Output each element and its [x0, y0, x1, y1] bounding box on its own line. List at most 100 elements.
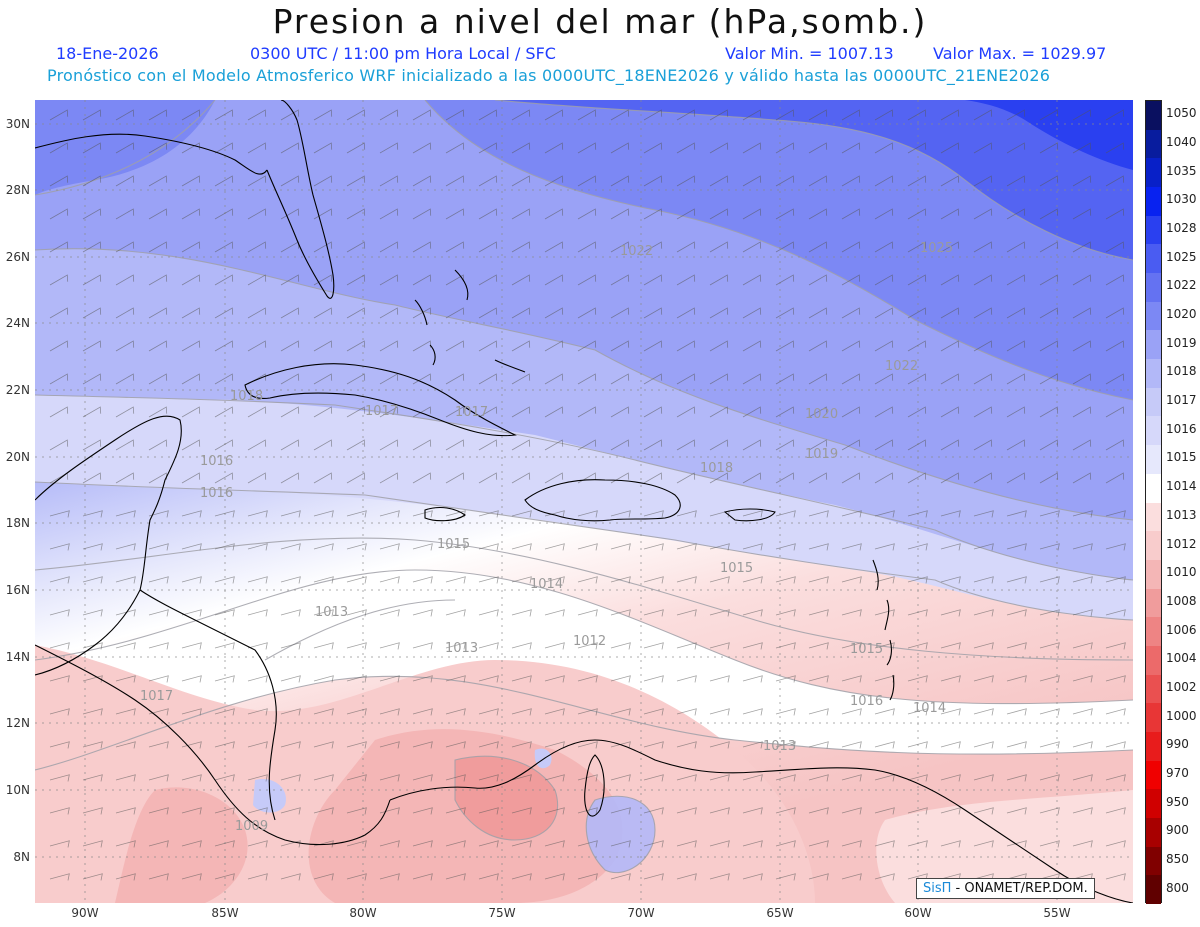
wind-barb: [940, 510, 961, 518]
wind-barb: [544, 340, 564, 352]
wind-barb: [841, 340, 861, 352]
contour-label: 1025: [920, 241, 953, 256]
wind-barb: [148, 708, 169, 716]
wind-barb: [940, 741, 961, 749]
wind-barb: [676, 576, 697, 584]
colorbar-segment: [1146, 273, 1161, 303]
lat-label-26n: 26N: [5, 250, 30, 264]
wind-barb: [676, 241, 696, 253]
wind-barb: [907, 510, 928, 518]
wind-barb: [280, 576, 301, 584]
wind-barb: [544, 675, 565, 683]
wind-barb: [808, 807, 829, 815]
wind-barb: [742, 510, 763, 518]
wind-barb: [181, 807, 202, 815]
wind-barb: [379, 439, 399, 451]
wind-barb: [544, 576, 565, 584]
wind-barb: [1072, 472, 1092, 484]
wind-barb: [643, 340, 663, 352]
wind-barb: [280, 543, 301, 551]
wind-barb: [49, 241, 69, 253]
colorbar-label: 1030: [1166, 192, 1197, 207]
wind-barb: [247, 340, 267, 352]
wind-barb: [379, 576, 400, 584]
contour-label: 1022: [620, 244, 653, 259]
wind-barb: [808, 642, 829, 650]
wind-barb: [841, 642, 862, 650]
wind-barb: [148, 175, 168, 187]
wind-barb: [148, 675, 169, 683]
wind-barb: [577, 373, 597, 385]
lat-label-10n: 10N: [5, 783, 30, 797]
wind-barb: [445, 741, 466, 749]
wind-barb: [148, 741, 169, 749]
wind-barb: [874, 642, 895, 650]
wind-barb: [1072, 774, 1093, 782]
colorbar-label: 950: [1166, 794, 1189, 809]
wind-barb: [445, 675, 466, 683]
wind-barb: [577, 873, 598, 881]
wind-barb: [577, 307, 597, 319]
wind-barb: [247, 510, 268, 518]
wind-barb: [577, 406, 597, 418]
wind-barb: [478, 208, 498, 220]
wind-barb: [643, 741, 664, 749]
wind-barb: [115, 609, 136, 617]
wind-barb: [610, 241, 630, 253]
wind-barb: [643, 675, 664, 683]
wind-barb: [742, 274, 762, 286]
wind-barb: [676, 642, 697, 650]
wind-barb: [643, 576, 664, 584]
wind-barb: [643, 873, 664, 881]
wind-barb: [544, 142, 564, 154]
wind-barb: [478, 510, 499, 518]
wind-barb: [115, 576, 136, 584]
wind-barb: [808, 873, 829, 881]
wind-barb: [808, 774, 829, 782]
wind-barb: [1006, 472, 1026, 484]
wind-barb: [148, 373, 168, 385]
contour-label: 1016: [200, 486, 233, 501]
contour-label: 1017: [140, 689, 173, 704]
wind-barb: [1105, 472, 1125, 484]
wind-barb: [1072, 208, 1092, 220]
colorbar-segment: [1146, 559, 1161, 590]
wind-barb: [742, 406, 762, 418]
wind-barb: [907, 675, 928, 683]
wind-barb: [511, 175, 531, 187]
wind-barb: [973, 373, 993, 385]
wind-barb: [1105, 708, 1126, 716]
wind-barb: [445, 109, 465, 121]
wind-barb: [709, 274, 729, 286]
wind-barb: [907, 472, 927, 484]
wind-barb: [709, 208, 729, 220]
wind-barb: [511, 208, 531, 220]
wind-barb: [643, 510, 664, 518]
wind-barb: [379, 675, 400, 683]
colorbar: [1145, 100, 1162, 905]
wind-barb: [577, 807, 598, 815]
wind-barb: [115, 873, 136, 881]
wind-barb: [445, 175, 465, 187]
wind-barb: [511, 774, 532, 782]
wind-barb: [82, 472, 102, 484]
wind-barb: [676, 274, 696, 286]
colorbar-segment: [1146, 215, 1161, 245]
colorbar-segment: [1146, 416, 1161, 446]
wind-barb: [247, 642, 268, 650]
wind-barb: [478, 873, 499, 881]
credit-text: - ONAMET/REP.DOM.: [951, 881, 1088, 896]
wind-barb: [940, 774, 961, 782]
wind-barb: [115, 807, 136, 815]
wind-barb: [82, 439, 102, 451]
wind-barb: [49, 543, 70, 551]
wind-barb: [346, 307, 366, 319]
wind-barb: [775, 675, 796, 683]
wind-barb: [610, 510, 631, 518]
wind-barb: [874, 840, 895, 848]
wind-barb: [742, 175, 762, 187]
wind-barb: [214, 373, 234, 385]
colorbar-label: 1018: [1166, 364, 1197, 379]
wind-barb: [1105, 406, 1125, 418]
wind-barb: [511, 642, 532, 650]
